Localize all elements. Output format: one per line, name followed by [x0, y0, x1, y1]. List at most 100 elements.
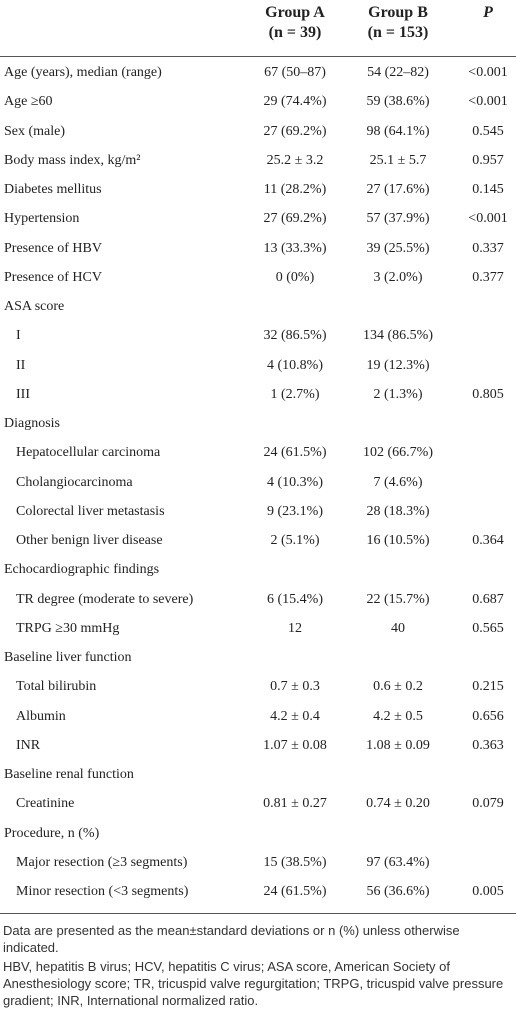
row-value: 11 (28.2%)	[263, 182, 327, 197]
column-n-label: (n = 39)	[268, 24, 322, 41]
row-value: 54 (22–82)	[367, 65, 429, 80]
row-label: III	[16, 386, 30, 402]
row-label: TR degree (moderate to severe)	[16, 591, 194, 607]
row-label: Hypertension	[4, 211, 80, 227]
row-value: 16 (10.5%)	[366, 533, 430, 548]
row-value: 24 (61.5%)	[263, 884, 327, 899]
row-label: Total bilirubin	[16, 679, 97, 695]
row-label: INR	[16, 737, 41, 753]
row-label: II	[16, 357, 26, 373]
footnote: HBV, hepatitis B virus; HCV, hepatitis C…	[3, 959, 504, 1008]
row-label: Sex (male)	[4, 123, 66, 139]
row-label: Age (years), median (range)	[4, 65, 162, 80]
row-value: <0.001	[468, 94, 508, 110]
row-value: 0.74 ± 0.20	[366, 796, 430, 812]
row-value: 28 (18.3%)	[366, 503, 430, 519]
footnote: Data are presented as the mean±standard …	[3, 923, 460, 955]
row-value: 0.545	[472, 123, 504, 139]
row-label: Other benign liver disease	[16, 533, 163, 548]
row-value: 22 (15.7%)	[366, 591, 430, 607]
row-value: 4.2 ± 0.5	[373, 708, 423, 724]
row-value: 1.08 ± 0.09	[366, 737, 430, 753]
bottom-rule	[0, 913, 516, 914]
row-value: 4.2 ± 0.4	[270, 708, 320, 724]
row-value: 0.363	[472, 737, 504, 753]
footnotes: Data are presented as the mean±standard …	[3, 922, 513, 1011]
row-value: 97 (63.4%)	[366, 854, 430, 870]
row-value: <0.001	[468, 211, 508, 227]
row-value: 0.337	[472, 240, 504, 256]
row-value: 59 (38.6%)	[366, 94, 430, 110]
column-header: P	[483, 4, 493, 21]
row-value: 0.805	[472, 386, 504, 402]
row-value: 32 (86.5%)	[263, 328, 327, 344]
row-value: 1 (2.7%)	[270, 386, 320, 402]
row-value: 29 (74.4%)	[263, 94, 327, 110]
section-label: Procedure, n (%)	[4, 825, 100, 841]
row-value: 134 (86.5%)	[363, 328, 433, 344]
row-value: 0.687	[472, 591, 504, 607]
section-label: ASA score	[4, 299, 65, 314]
row-value: 0.957	[472, 152, 504, 168]
row-value: 2 (1.3%)	[373, 386, 423, 402]
section-label: Baseline renal function	[4, 767, 134, 782]
row-value: 19 (12.3%)	[366, 357, 430, 373]
section-label: Baseline liver function	[4, 650, 132, 665]
row-value: 0.005	[472, 884, 504, 899]
row-value: 6 (15.4%)	[267, 591, 323, 607]
row-value: 0 (0%)	[275, 269, 315, 285]
row-label: Hepatocellular carcinoma	[16, 445, 161, 461]
row-value: 27 (69.2%)	[263, 211, 327, 227]
row-value: 1.07 ± 0.08	[263, 737, 327, 753]
row-value: 0.565	[472, 620, 504, 636]
row-label: Diabetes mellitus	[4, 182, 102, 197]
section-label: Echocardiographic findings	[4, 562, 160, 578]
row-value: 15 (38.5%)	[263, 854, 327, 870]
row-value: 2 (5.1%)	[270, 533, 320, 548]
row-value: 25.2 ± 3.2	[266, 152, 324, 168]
row-value: 56 (36.6%)	[366, 884, 430, 899]
row-label: Colorectal liver metastasis	[16, 503, 165, 519]
row-value: 27 (17.6%)	[366, 182, 430, 197]
row-value: 4 (10.3%)	[267, 474, 323, 490]
row-label: Age ≥60	[4, 94, 53, 110]
row-value: 102 (66.7%)	[363, 445, 433, 461]
row-value: 0.81 ± 0.27	[263, 796, 327, 812]
row-value: 0.364	[472, 533, 504, 548]
row-label: TRPG ≥30 mmHg	[16, 620, 120, 636]
row-label: Body mass index, kg/m²	[4, 152, 141, 168]
row-label: Creatinine	[16, 796, 75, 812]
row-label: Albumin	[16, 708, 66, 724]
row-value: 24 (61.5%)	[263, 445, 327, 461]
row-value: 0.6 ± 0.2	[373, 679, 423, 695]
row-label: Minor resection (<3 segments)	[16, 884, 189, 899]
row-value: 12	[288, 620, 302, 636]
row-value: 13 (33.3%)	[263, 240, 327, 256]
column-header: Group B	[368, 4, 428, 21]
row-label: Presence of HBV	[4, 240, 102, 256]
row-value: 67 (50–87)	[264, 65, 326, 80]
row-label: Presence of HCV	[4, 269, 102, 285]
row-value: <0.001	[468, 65, 508, 80]
row-value: 98 (64.1%)	[366, 123, 430, 139]
header-rule	[0, 56, 516, 57]
row-value: 25.1 ± 5.7	[369, 152, 427, 168]
row-value: 0.079	[472, 796, 504, 812]
row-value: 27 (69.2%)	[263, 123, 327, 139]
column-n-label: (n = 153)	[367, 24, 429, 41]
row-value: 0.7 ± 0.3	[270, 679, 320, 695]
row-value: 0.377	[472, 269, 504, 285]
row-value: 7 (4.6%)	[373, 474, 423, 490]
row-value: 9 (23.1%)	[267, 503, 323, 519]
row-value: 57 (37.9%)	[366, 211, 430, 227]
row-label: I	[16, 328, 21, 344]
row-label: Major resection (≥3 segments)	[16, 854, 188, 870]
row-value: 40	[391, 620, 405, 636]
row-value: 4 (10.8%)	[267, 357, 323, 373]
row-value: 0.215	[472, 679, 504, 695]
row-value: 3 (2.0%)	[373, 269, 423, 285]
row-value: 0.145	[472, 182, 504, 197]
row-value: 0.656	[472, 708, 504, 724]
row-value: 39 (25.5%)	[366, 240, 430, 256]
